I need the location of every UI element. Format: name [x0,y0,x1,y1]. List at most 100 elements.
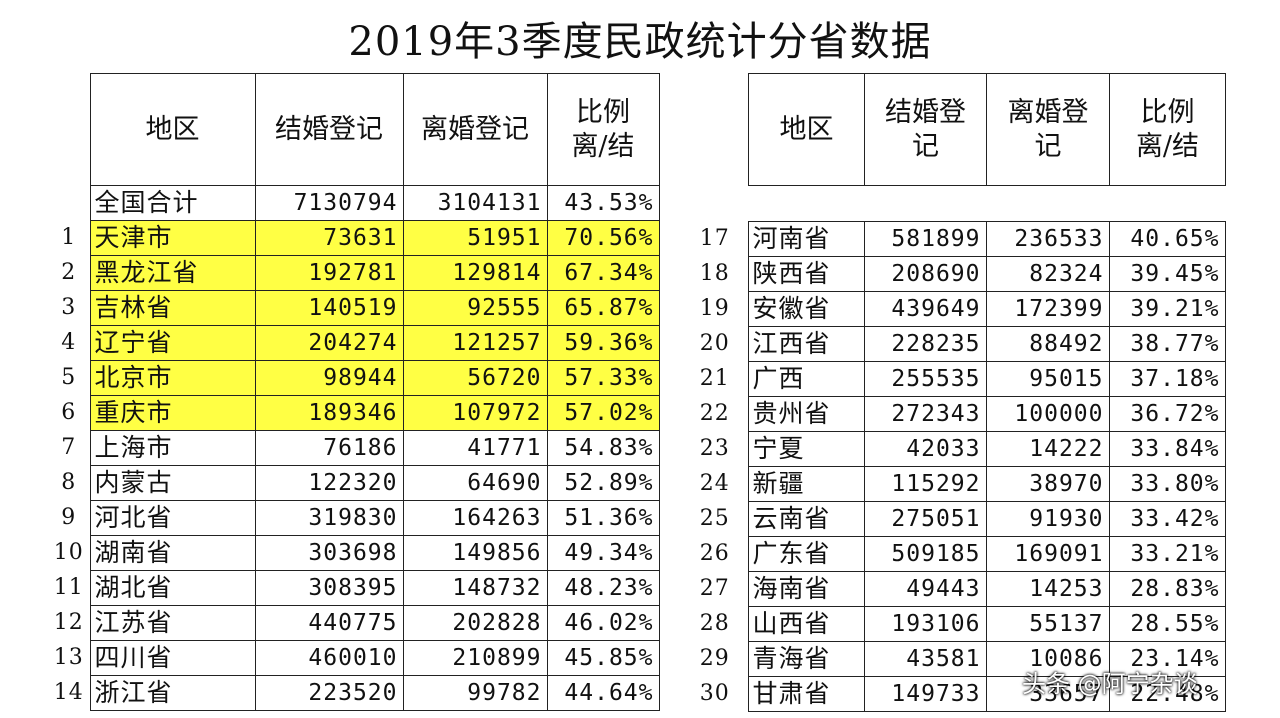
right-header-marriage-line1: 结婚登 [885,96,966,128]
row-ratio: 45.85% [546,640,660,676]
row-rank: 7 [61,435,77,460]
row-rank: 1 [61,225,77,250]
row-region: 青海省 [747,641,865,677]
table-row: 3 吉林省 140519 92555 65.87% [48,290,660,326]
row-ratio: 33.84% [1108,431,1226,467]
row-marriage: 49443 [863,571,987,607]
row-divorce: 38970 [985,466,1110,502]
row-rank: 17 [699,226,730,251]
table-row: 11 湖北省 308395 148732 48.23% [48,570,660,606]
row-marriage: 204274 [254,325,404,361]
row-region: 吉林省 [89,290,256,326]
row-divorce: 99782 [402,675,548,711]
row-marriage: 228235 [863,326,987,362]
row-region: 贵州省 [747,396,865,432]
row-rank: 18 [699,261,730,286]
row-rank: 13 [53,645,84,670]
row-divorce: 55137 [985,606,1110,642]
table-row: 14 浙江省 223520 99782 44.64% [48,675,660,711]
row-ratio: 49.34% [546,535,660,571]
row-marriage: 122320 [254,465,404,501]
row-divorce: 10086 [985,641,1110,677]
row-ratio: 57.02% [546,395,660,431]
row-rank: 5 [61,365,77,390]
row-region: 江苏省 [89,605,256,641]
row-rank: 22 [699,401,730,426]
row-ratio: 67.34% [546,255,660,291]
total-divorce: 3104131 [402,185,548,221]
row-rank: 28 [699,611,730,636]
row-region: 内蒙古 [89,465,256,501]
table-row: 10 湖南省 303698 149856 49.34% [48,535,660,571]
table-row: 17 河南省 581899 236533 40.65% [682,221,1226,257]
row-divorce: 51951 [402,220,548,256]
row-ratio: 39.21% [1108,291,1226,327]
row-marriage: 208690 [863,256,987,292]
row-marriage: 509185 [863,536,987,572]
row-divorce: 82324 [985,256,1110,292]
right-header-ratio-line1: 比例 [1140,96,1195,128]
header-ratio: 比例 离/结 [546,73,660,186]
row-region: 四川省 [89,640,256,676]
total-rowno [48,186,90,221]
header-divorce: 离婚登记 [402,73,548,186]
row-rank: 3 [61,295,77,320]
row-divorce: 129814 [402,255,548,291]
left-table: 地区 结婚登记 离婚登记 比例 离/结 全国合计 7130794 3104131 … [48,73,660,711]
row-rank: 25 [699,506,730,531]
row-divorce: 164263 [402,500,548,536]
table-row: 26 广东省 509185 169091 33.21% [682,536,1226,572]
row-rank: 2 [61,260,77,285]
row-divorce: 172399 [985,291,1110,327]
row-region: 辽宁省 [89,325,256,361]
row-divorce: 121257 [402,325,548,361]
row-region: 山西省 [747,606,865,642]
row-ratio: 39.45% [1108,256,1226,292]
row-divorce: 41771 [402,430,548,466]
row-ratio: 33.42% [1108,501,1226,537]
row-marriage: 460010 [254,640,404,676]
row-rank: 29 [699,646,730,671]
row-ratio: 57.33% [546,360,660,396]
table-row: 9 河北省 319830 164263 51.36% [48,500,660,536]
row-region: 黑龙江省 [89,255,256,291]
row-rank: 27 [699,576,730,601]
table-row: 24 新疆 115292 38970 33.80% [682,466,1226,502]
table-row: 21 广西 255535 95015 37.18% [682,361,1226,397]
row-rank: 19 [699,296,730,321]
table-row: 6 重庆市 189346 107972 57.02% [48,395,660,431]
table-row: 7 上海市 76186 41771 54.83% [48,430,660,466]
row-region: 广东省 [747,536,865,572]
row-marriage: 308395 [254,570,404,606]
row-rank: 23 [699,436,730,461]
row-region: 湖北省 [89,570,256,606]
row-ratio: 23.14% [1108,641,1226,677]
row-marriage: 581899 [863,221,987,257]
total-marriage: 7130794 [254,185,404,221]
table-row: 18 陕西省 208690 82324 39.45% [682,256,1226,292]
right-header-region: 地区 [748,73,865,186]
right-table: 17 河南省 581899 236533 40.65% 18 陕西省 208690 82324 3… [682,221,1226,712]
row-ratio: 51.36% [546,500,660,536]
row-rank: 9 [61,505,77,530]
right-header-marriage: 结婚登记 [864,73,987,186]
row-region: 广西 [747,361,865,397]
table-row: 25 云南省 275051 91930 33.42% [682,501,1226,537]
row-marriage: 149733 [863,676,987,712]
row-ratio: 36.72% [1108,396,1226,432]
watermark: 头条 @阿宁杂谈 [1022,670,1198,698]
table-row: 27 海南省 49443 14253 28.83% [682,571,1226,607]
row-divorce: 169091 [985,536,1110,572]
table-row: 4 辽宁省 204274 121257 59.36% [48,325,660,361]
row-region: 宁夏 [747,431,865,467]
row-ratio: 22.48% [1108,676,1226,712]
row-rank: 30 [699,681,730,706]
table-row: 30 甘肃省 149733 33657 22.48% [682,676,1226,712]
table-row: 12 江苏省 440775 202828 46.02% [48,605,660,641]
row-marriage: 140519 [254,290,404,326]
row-region: 安徽省 [747,291,865,327]
row-region: 江西省 [747,326,865,362]
row-marriage: 272343 [863,396,987,432]
table-row: 13 四川省 460010 210899 45.85% [48,640,660,676]
table-row: 28 山西省 193106 55137 28.55% [682,606,1226,642]
